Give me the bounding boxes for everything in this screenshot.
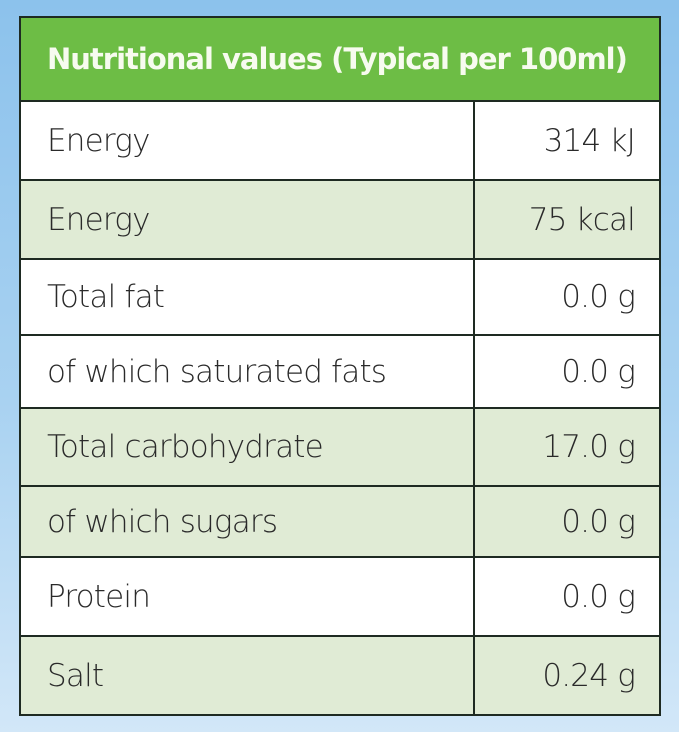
table-title: Nutritional values (Typical per 100ml) <box>21 18 659 102</box>
row-value: 0.0 g <box>561 279 636 315</box>
row-label: Energy <box>21 102 475 179</box>
row-label: Total fat <box>21 260 475 334</box>
table-row: Total fat 0.0 g <box>21 260 659 336</box>
row-value: 0.0 g <box>561 503 636 540</box>
table-row: Protein 0.0 g <box>21 558 659 637</box>
table-row: Total carbohydrate 17.0 g <box>21 409 659 487</box>
table-row: of which saturated fats 0.0 g <box>21 336 659 409</box>
row-value: 17.0 g <box>542 429 635 465</box>
row-label: Total carbohydrate <box>21 409 475 485</box>
row-value: 0.0 g <box>561 353 636 390</box>
row-label: Energy <box>21 181 475 258</box>
nutrition-table: Nutritional values (Typical per 100ml) E… <box>19 16 661 716</box>
row-label: of which saturated fats <box>21 336 475 407</box>
row-label: of which sugars <box>21 487 475 556</box>
row-value: 75 kcal <box>528 201 636 238</box>
row-value: 314 kJ <box>543 122 636 159</box>
row-value: 0.0 g <box>561 578 636 615</box>
row-label: Protein <box>21 558 475 635</box>
table-row: of which sugars 0.0 g <box>21 487 659 558</box>
table-row: Salt 0.24 g <box>21 637 659 714</box>
table-row: Energy 75 kcal <box>21 181 659 260</box>
row-label: Salt <box>21 637 475 714</box>
row-value: 0.24 g <box>542 657 635 694</box>
table-row: Energy 314 kJ <box>21 102 659 181</box>
